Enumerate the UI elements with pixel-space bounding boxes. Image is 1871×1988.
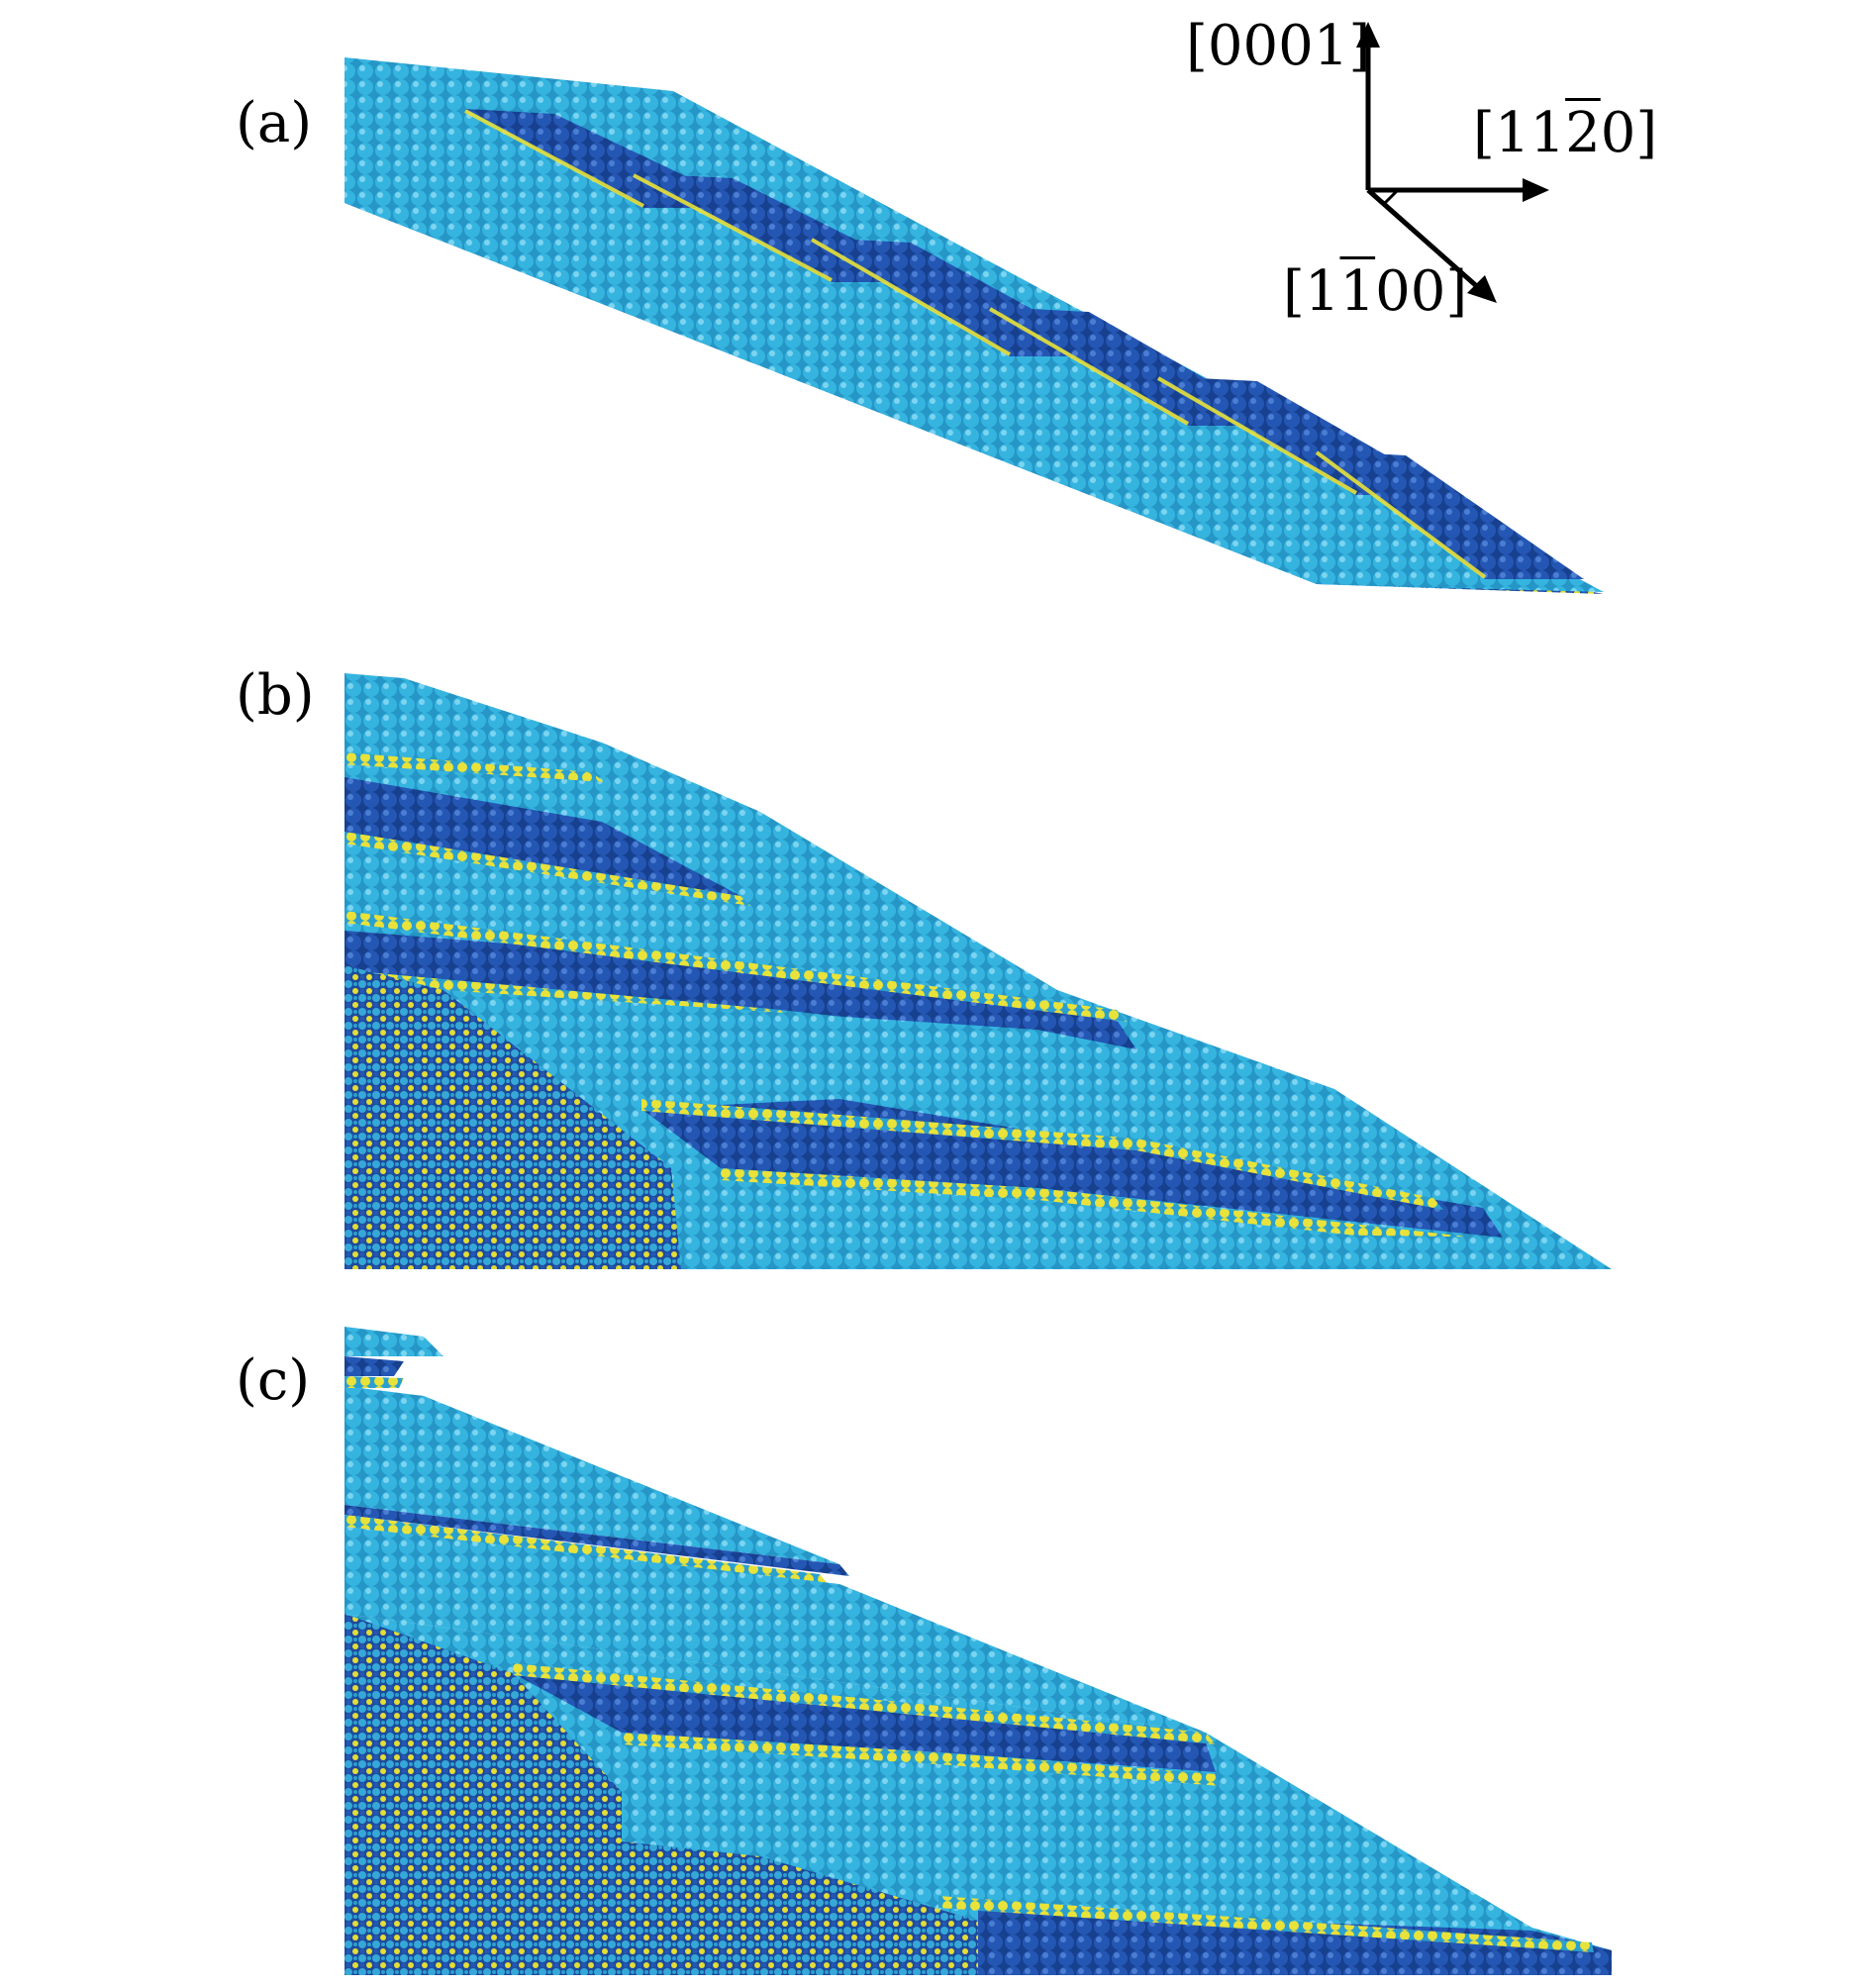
panel-c-render bbox=[345, 1327, 1612, 1975]
axes-triad bbox=[1356, 22, 1549, 303]
panel-a-render bbox=[345, 57, 1604, 594]
axis-label-0001: [0001] bbox=[1186, 14, 1371, 78]
panel-c-label: (c) bbox=[236, 1348, 311, 1413]
arrowhead-right-icon bbox=[1523, 178, 1549, 202]
panel-a-label: (a) bbox=[236, 91, 313, 155]
arrowhead-diag-icon bbox=[1467, 275, 1497, 303]
axis-label-1-100: [1100] bbox=[1283, 259, 1468, 324]
axis-label-11-20: [1120] bbox=[1473, 101, 1658, 165]
panel-a-dark-stripes bbox=[465, 109, 1584, 579]
panel-b-render bbox=[345, 673, 1612, 1269]
axis-diagonal-line bbox=[1366, 188, 1482, 291]
panel-b-label: (b) bbox=[236, 663, 315, 728]
arrowhead-up-icon bbox=[1356, 22, 1380, 48]
